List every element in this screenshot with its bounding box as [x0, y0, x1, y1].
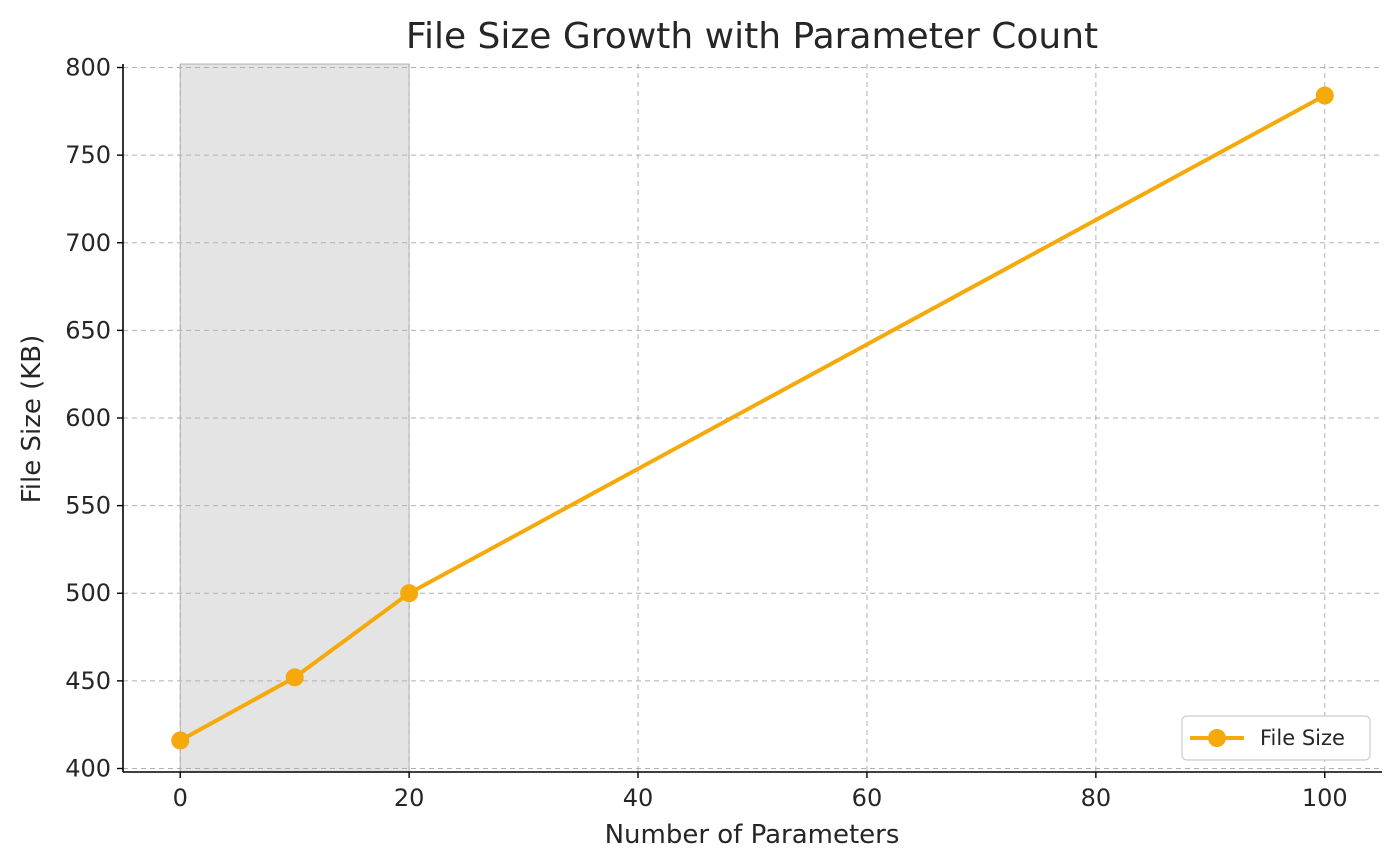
- y-tick-label: 700: [65, 229, 111, 257]
- x-tick-label: 100: [1302, 784, 1348, 812]
- x-tick-label: 40: [623, 784, 654, 812]
- chart-title: File Size Growth with Parameter Count: [406, 16, 1098, 57]
- y-tick-label: 800: [65, 54, 111, 82]
- legend: File Size: [1181, 715, 1371, 761]
- x-tick-label: 20: [394, 784, 425, 812]
- y-tick-label: 650: [65, 316, 111, 344]
- data-point: [1315, 86, 1334, 105]
- y-axis-label: File Size (KB): [17, 335, 47, 504]
- y-tick-label: 550: [65, 492, 111, 520]
- x-axis-label: Number of Parameters: [605, 820, 900, 850]
- legend-label-file-size: File Size: [1260, 726, 1345, 750]
- legend-box: [1181, 715, 1371, 761]
- y-tick-label: 600: [65, 404, 111, 432]
- y-tick-label: 500: [65, 579, 111, 607]
- x-tick-label: 80: [1081, 784, 1112, 812]
- data-point: [285, 668, 304, 687]
- y-tick-label: 450: [65, 667, 111, 695]
- data-point: [400, 584, 419, 603]
- legend-marker: [1208, 729, 1226, 747]
- plot-area: 0 20 40 60 80 100 400 450 500 550 600 650 700 750 800: [65, 54, 1382, 812]
- y-tick-label: 400: [65, 754, 111, 782]
- y-tick-label: 750: [65, 141, 111, 169]
- x-tick-label: 60: [852, 784, 883, 812]
- data-point: [171, 731, 190, 750]
- series-line-file-size: [179, 93, 1326, 743]
- x-tick-label: 0: [173, 784, 188, 812]
